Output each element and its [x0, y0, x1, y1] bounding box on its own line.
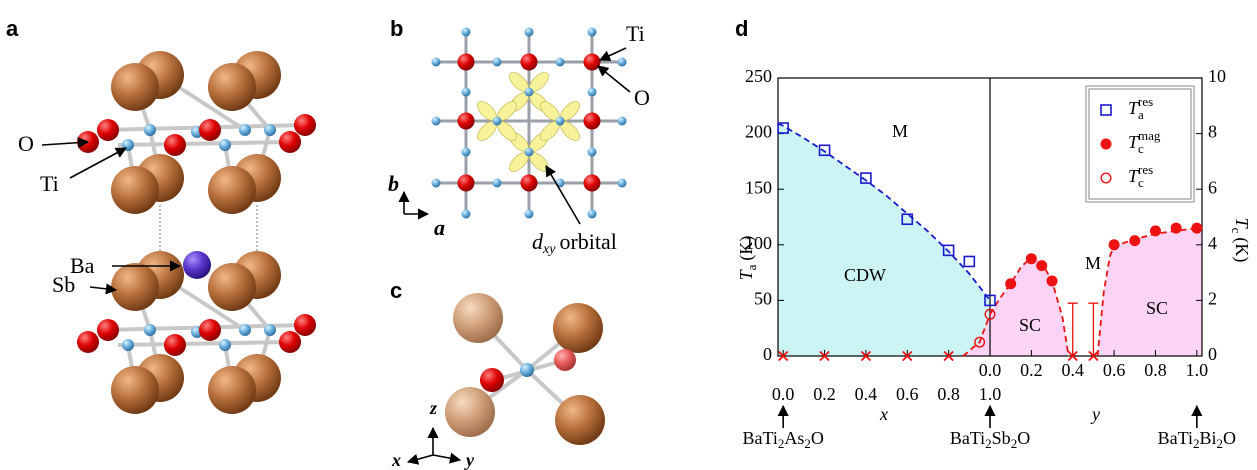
region-label: SC [1019, 315, 1041, 335]
x-axis-title: x [879, 404, 888, 424]
axis-arrow [433, 455, 460, 460]
y2-tick-label: 2 [1208, 289, 1217, 309]
compound-label: BaTi2Sb2O [950, 428, 1030, 451]
region-label: CDW [844, 265, 886, 285]
legend-subscript: c [1138, 175, 1144, 190]
orbital-subscript: xy [542, 242, 556, 257]
x-tick-label: 0.0 [772, 384, 795, 404]
marker-circle [1171, 223, 1182, 234]
axis-title: Tc(K) [1229, 218, 1252, 263]
axis-subscript: c [1229, 228, 1244, 234]
axis-label: y [464, 450, 475, 470]
axis-title: Ta(K) [736, 236, 759, 281]
axis-arrow [408, 455, 433, 462]
y2-tick-label: 10 [1208, 66, 1226, 86]
orbital-word: orbital [559, 229, 616, 254]
axis-label: a [434, 215, 445, 240]
legend-superscript: res [1138, 162, 1153, 177]
atom-label: O [634, 85, 650, 110]
legend-subscript: c [1138, 141, 1144, 156]
axis-unit: (K) [1231, 237, 1252, 262]
atom-label: Sb [52, 272, 75, 297]
axis-label: x [391, 450, 401, 470]
x2-axis-title: y [1090, 404, 1100, 424]
region-label: M [1085, 253, 1101, 273]
octahedron [445, 293, 605, 445]
x-tick-label: 0.4 [855, 384, 878, 404]
atom-label: Ti [626, 21, 645, 46]
x-tick-label: 1.0 [1186, 360, 1209, 380]
x-tick-label: 0.4 [1061, 360, 1084, 380]
legend-symbol [1101, 139, 1112, 150]
x-tick-label: 1.0 [979, 384, 1002, 404]
error-bar [1088, 303, 1098, 356]
compound-label: BaTi2Bi2O [1158, 428, 1236, 451]
panel-label: d [735, 16, 748, 41]
y-tick-label: 250 [745, 66, 772, 86]
arrow [598, 66, 630, 92]
area-fill [990, 257, 1069, 356]
x-tick-label: 0.6 [896, 384, 919, 404]
x-tick-label: 0.0 [979, 360, 1002, 380]
marker-circle [1047, 275, 1058, 286]
y2-tick-label: 6 [1208, 177, 1217, 197]
marker-circle [1036, 260, 1047, 271]
formula-part: As [784, 428, 804, 448]
marker-square [964, 256, 974, 266]
marker-circle [1109, 239, 1120, 250]
formula-part: Bi [1200, 428, 1217, 448]
region-label: M [892, 121, 908, 141]
y-tick-label: 200 [745, 122, 772, 142]
figure: a O Ti Ba Sb b Ti O [0, 0, 1257, 470]
x-tick-label: 0.8 [1144, 360, 1167, 380]
ba-atom [183, 251, 211, 279]
axis-label: b [388, 171, 399, 196]
y2-tick-label: 4 [1208, 233, 1217, 253]
x-tick-label: 0.8 [937, 384, 960, 404]
atom-label: O [18, 131, 34, 156]
panel-label: a [6, 16, 19, 41]
x-tick-label: 0.6 [1103, 360, 1126, 380]
legend-superscript: res [1138, 94, 1153, 109]
y2-tick-label: 8 [1208, 122, 1217, 142]
axis-subscript: a [744, 264, 759, 270]
y-tick-label: 0 [763, 344, 772, 364]
axis-unit: (K) [736, 236, 757, 261]
x-tick-label: 0.2 [813, 384, 836, 404]
formula-part: O [1017, 428, 1030, 448]
area-fill [778, 124, 990, 356]
error-bar [1068, 303, 1078, 356]
y-tick-label: 150 [745, 177, 772, 197]
panel-label: b [390, 16, 403, 41]
marker-circle [1150, 225, 1161, 236]
region-label: SC [1146, 298, 1168, 318]
compound-label: BaTi2As2O [742, 428, 823, 451]
crystal-layer [77, 51, 316, 214]
marker-circle [1129, 235, 1140, 246]
formula-part: BaTi [742, 428, 777, 448]
marker-circle [1191, 223, 1202, 234]
legend-subscript: a [1138, 107, 1144, 122]
x-tick-label: 0.2 [1020, 360, 1043, 380]
formula-part: BaTi [1158, 428, 1193, 448]
axis-label: z [429, 398, 437, 418]
y-tick-label: 50 [754, 289, 772, 309]
marker-circle [1026, 253, 1037, 264]
y2-tick-label: 0 [1208, 344, 1217, 364]
formula-part: O [811, 428, 824, 448]
arrow [546, 166, 580, 224]
formula-part: BaTi [950, 428, 985, 448]
atom-label: Ti [40, 171, 59, 196]
panel-label: c [390, 278, 402, 303]
marker-circle [1005, 278, 1016, 289]
formula-part: O [1223, 428, 1236, 448]
legend-superscript: mag [1138, 128, 1161, 143]
formula-part: Sb [992, 428, 1011, 448]
